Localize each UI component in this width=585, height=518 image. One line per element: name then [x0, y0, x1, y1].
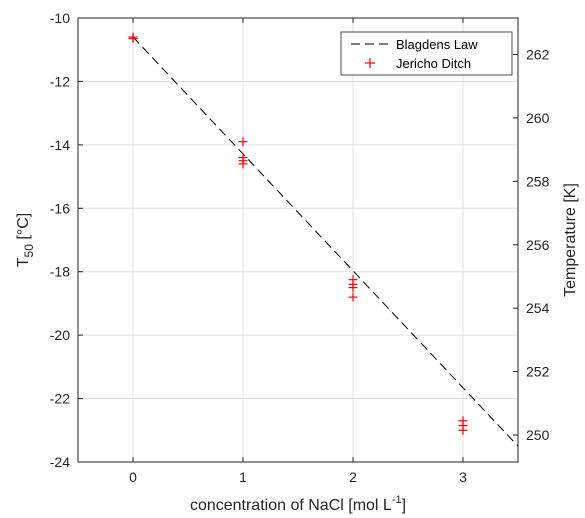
series-layer	[128, 32, 519, 447]
x-tick-label: 2	[349, 469, 357, 485]
left-y-tick-label: -14	[50, 137, 70, 153]
right-y-tick-label: 250	[526, 427, 550, 443]
x-tick-label: 1	[239, 469, 247, 485]
legend-swatch-jericho-ditch	[365, 58, 375, 68]
blagdens-law-line	[132, 36, 519, 447]
left-y-tick-label: -22	[50, 391, 70, 407]
left-y-tick-label: -10	[50, 10, 70, 26]
plot-frame	[77, 17, 519, 463]
data-point-jericho-ditch	[348, 292, 358, 302]
right-y-tick-label: 254	[526, 300, 550, 316]
x-axis-label-main: concentration of NaCl [mol L	[190, 497, 392, 514]
x-axis-label-end: ]	[402, 497, 406, 514]
x-axis-label-superscript: -1	[392, 494, 402, 506]
right-y-axis-ticks: 262 260 258 256 254 252 250	[513, 46, 550, 443]
left-y-axis-label-main: T	[15, 257, 32, 267]
legend-label-jericho-ditch: Jericho Ditch	[396, 56, 471, 71]
left-y-tick-label: -20	[50, 327, 70, 343]
grid-lines	[78, 17, 518, 463]
legend-label-blagdens-law: Blagdens Law	[396, 37, 478, 52]
x-axis-ticks: 0 1 2 3	[129, 18, 467, 485]
data-point-jericho-ditch	[238, 137, 248, 147]
right-y-axis-label: Temperature [K]	[562, 183, 579, 297]
data-point-jericho-ditch	[348, 283, 358, 293]
left-y-tick-label: -18	[50, 264, 70, 280]
left-y-tick-label: -24	[50, 454, 70, 470]
right-y-tick-label: 260	[526, 110, 550, 126]
right-y-tick-label: 262	[526, 46, 550, 62]
left-y-axis-label-subscript: 50	[22, 244, 36, 258]
left-y-axis-label-end: [°C]	[15, 213, 32, 244]
data-point-jericho-ditch	[458, 425, 468, 435]
x-tick-label: 0	[129, 469, 137, 485]
x-axis-label: concentration of NaCl [mol L-1]	[190, 494, 406, 514]
data-point-jericho-ditch	[238, 159, 248, 169]
right-y-tick-label: 252	[526, 364, 550, 380]
x-tick-label: 3	[459, 469, 467, 485]
legend: Blagdens Law Jericho Ditch	[340, 31, 513, 76]
data-point-jericho-ditch	[128, 34, 138, 44]
left-y-axis-ticks: -10 -12 -14 -16 -18 -20 -22 -24	[50, 10, 83, 470]
left-y-axis-label: T50 [°C]	[15, 213, 36, 267]
right-y-tick-label: 256	[526, 237, 550, 253]
right-y-tick-label: 258	[526, 173, 550, 189]
left-y-tick-label: -12	[50, 73, 70, 89]
left-y-tick-label: -16	[50, 200, 70, 216]
